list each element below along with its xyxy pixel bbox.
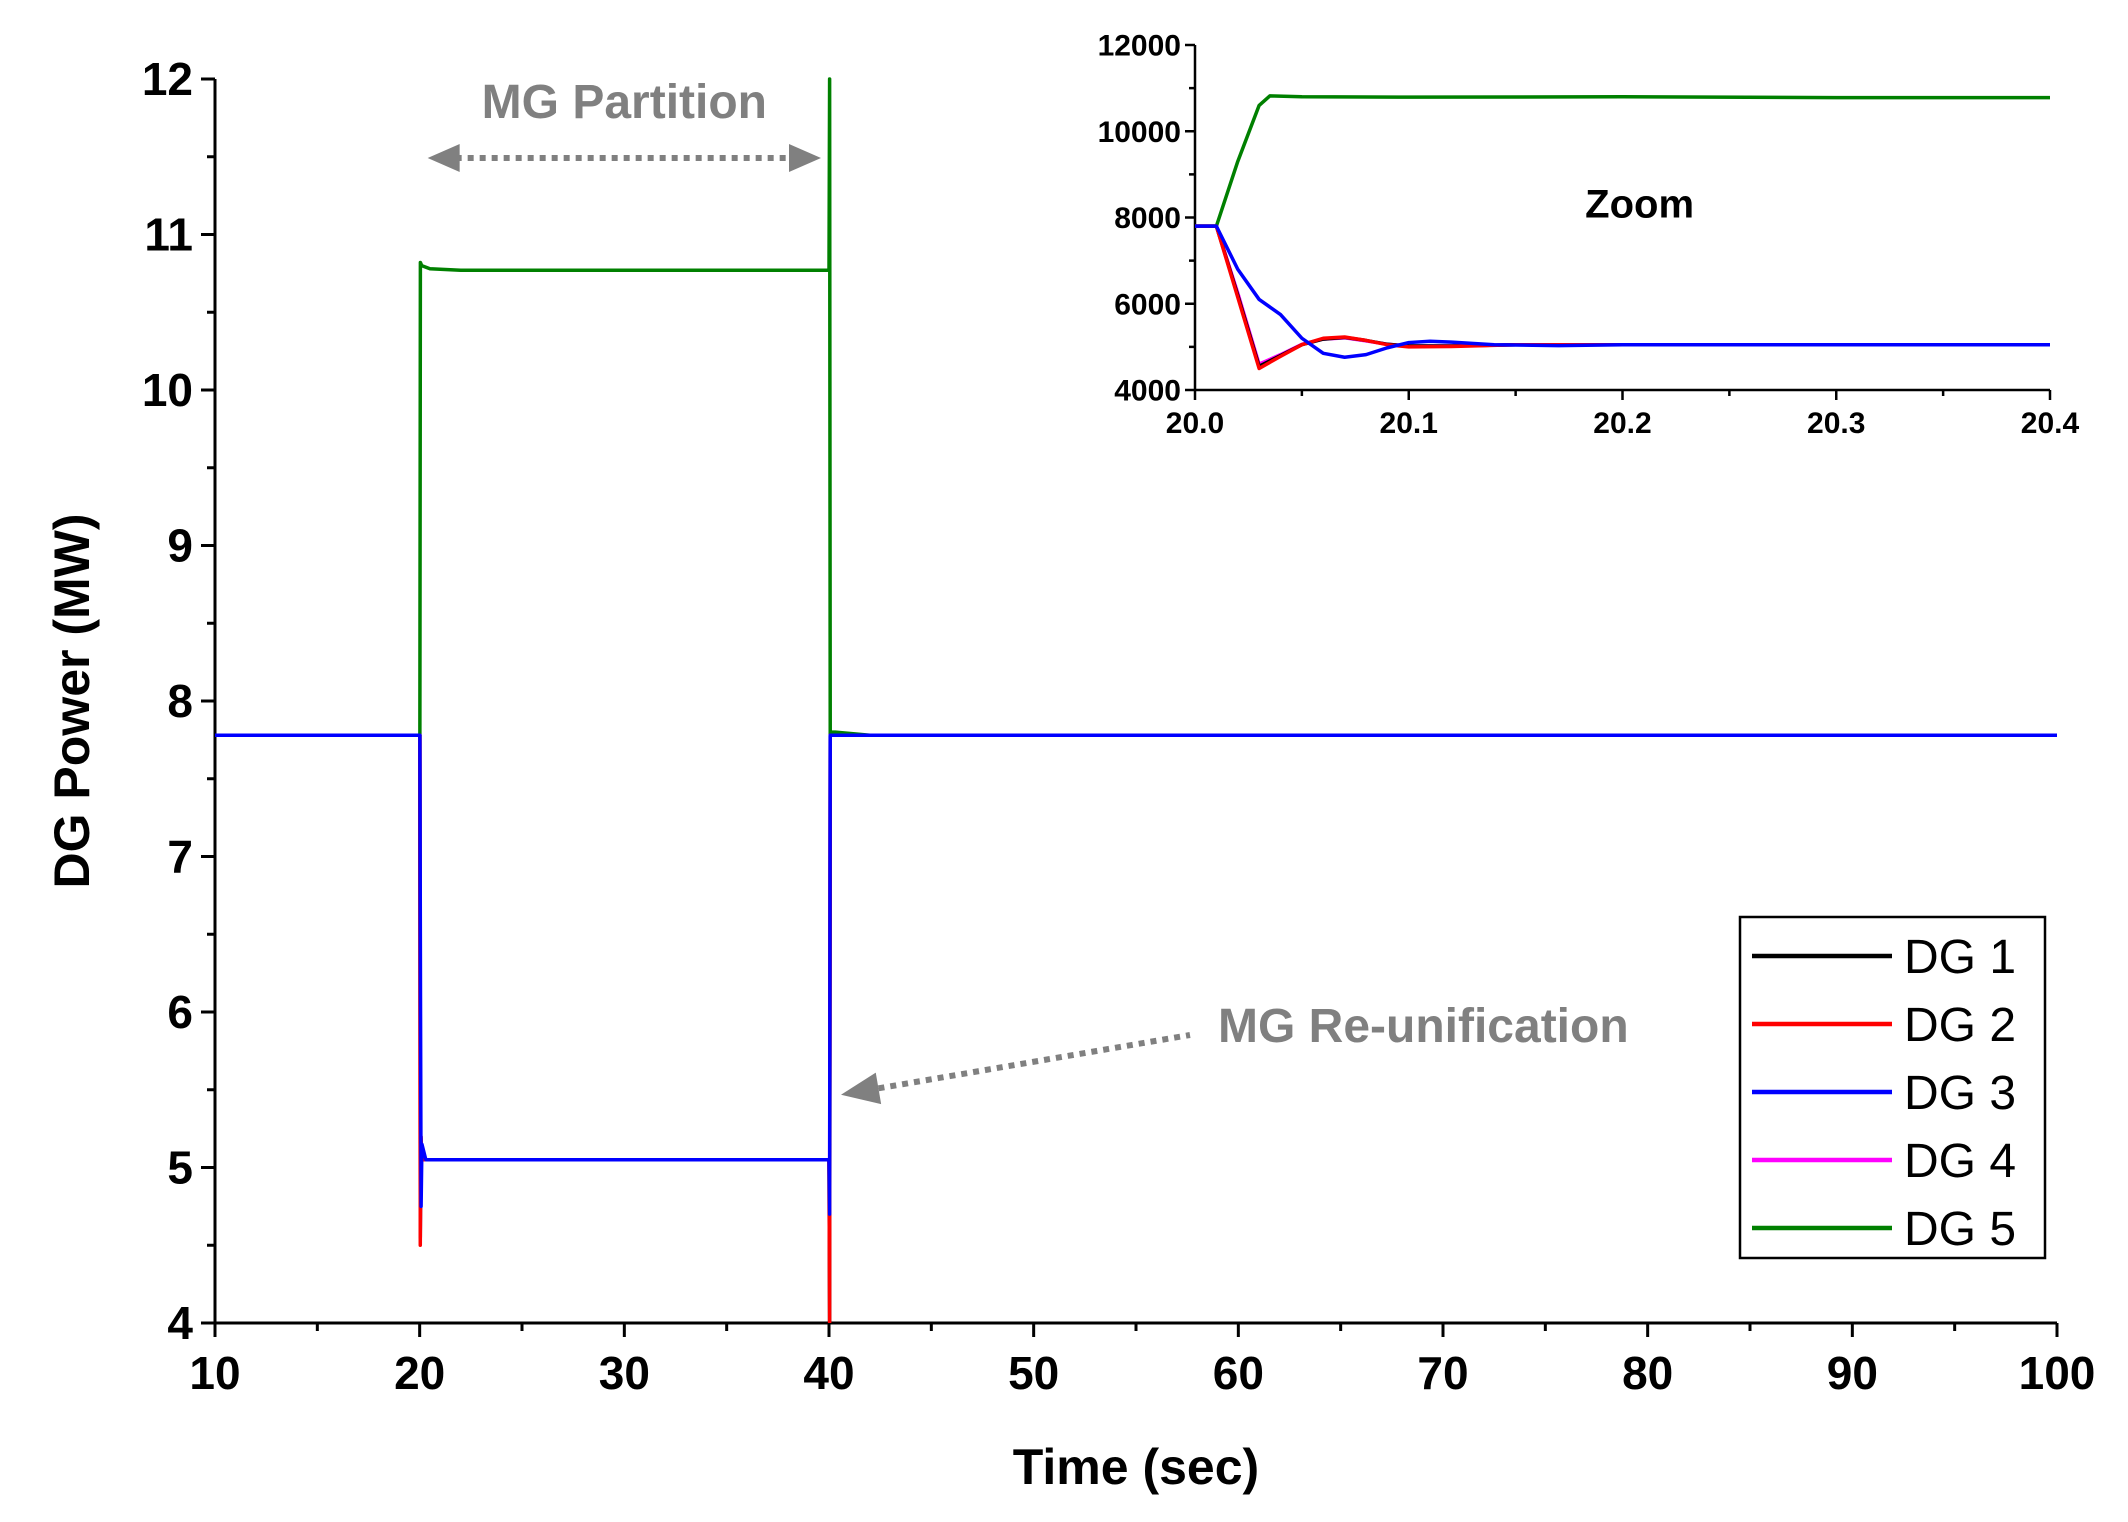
y-tick-label: 11 bbox=[144, 209, 193, 261]
x-tick-label: 20.2 bbox=[1593, 407, 1651, 440]
x-tick-label: 10 bbox=[189, 1347, 240, 1399]
partition-arrow-left-head bbox=[427, 144, 460, 172]
y-tick-label: 10000 bbox=[1098, 116, 1181, 149]
x-tick-label: 20 bbox=[394, 1347, 445, 1399]
y-tick-label: 4 bbox=[167, 1297, 193, 1349]
y-tick-label: 4000 bbox=[1114, 375, 1181, 408]
annotations: MG Partition MG Re-unification bbox=[427, 76, 1629, 1105]
x-tick-label: 20.3 bbox=[1807, 407, 1865, 440]
x-tick-label: 60 bbox=[1213, 1347, 1264, 1399]
inset-background bbox=[1195, 35, 2060, 390]
main-plot: 10 20 30 40 50 60 70 80 90 100 4 5 6 7 8 9 10 11 12 Time (s… bbox=[44, 53, 2095, 1495]
partition-arrow-right-head bbox=[789, 144, 821, 172]
legend: DG 1 DG 2 DG 3 DG 4 DG 5 bbox=[1738, 915, 2047, 1260]
legend-label: DG 3 bbox=[1904, 1067, 2016, 1120]
y-tick-label: 9 bbox=[167, 520, 193, 572]
series-line-dg-5 bbox=[215, 77, 2057, 737]
series-line-dg-3 bbox=[1195, 224, 2050, 359]
series-line-dg-5 bbox=[1195, 94, 2050, 228]
y-tick-label: 8000 bbox=[1114, 202, 1181, 235]
x-tick-label: 50 bbox=[1008, 1347, 1059, 1399]
x-tick-label: 90 bbox=[1827, 1347, 1878, 1399]
y-tick-label: 10 bbox=[142, 364, 193, 416]
x-tick-label: 100 bbox=[2019, 1347, 2096, 1399]
x-tick-label: 20.0 bbox=[1166, 407, 1224, 440]
y-tick-label: 6000 bbox=[1114, 288, 1181, 321]
inset-title: Zoom bbox=[1585, 183, 1694, 227]
x-tick-label: 40 bbox=[803, 1347, 854, 1399]
legend-label: DG 2 bbox=[1904, 999, 2016, 1052]
reunification-annotation: MG Re-unification bbox=[1218, 1000, 1629, 1053]
x-tick-label: 20.1 bbox=[1380, 407, 1438, 440]
reunification-arrow-head bbox=[841, 1072, 882, 1105]
x-tick-label: 30 bbox=[599, 1347, 650, 1399]
legend-box bbox=[1738, 915, 2047, 1260]
zoom-inset-plot: 20.0 20.1 20.2 20.3 20.4 4000 6000 8000 10000 120… bbox=[1098, 30, 2080, 441]
partition-annotation: MG Partition bbox=[482, 76, 767, 129]
series-line-dg-3 bbox=[215, 733, 2057, 1216]
y-tick-label: 12 bbox=[142, 53, 193, 105]
y-tick-label: 12000 bbox=[1098, 30, 1181, 63]
x-tick-label: 20.4 bbox=[2021, 407, 2080, 440]
reunification-arrow-line bbox=[877, 1032, 1191, 1092]
y-tick-label: 5 bbox=[167, 1142, 193, 1194]
x-tick-label: 80 bbox=[1622, 1347, 1673, 1399]
y-tick-label: 8 bbox=[167, 675, 193, 727]
legend-label: DG 1 bbox=[1904, 931, 2016, 984]
x-tick-label: 70 bbox=[1417, 1347, 1468, 1399]
y-tick-label: 6 bbox=[167, 986, 193, 1038]
y-tick-label: 7 bbox=[167, 831, 193, 883]
x-axis-title: Time (sec) bbox=[1013, 1439, 1259, 1495]
legend-label: DG 4 bbox=[1904, 1135, 2016, 1188]
y-axis-title: DG Power (MW) bbox=[44, 514, 100, 889]
legend-label: DG 5 bbox=[1904, 1203, 2016, 1256]
